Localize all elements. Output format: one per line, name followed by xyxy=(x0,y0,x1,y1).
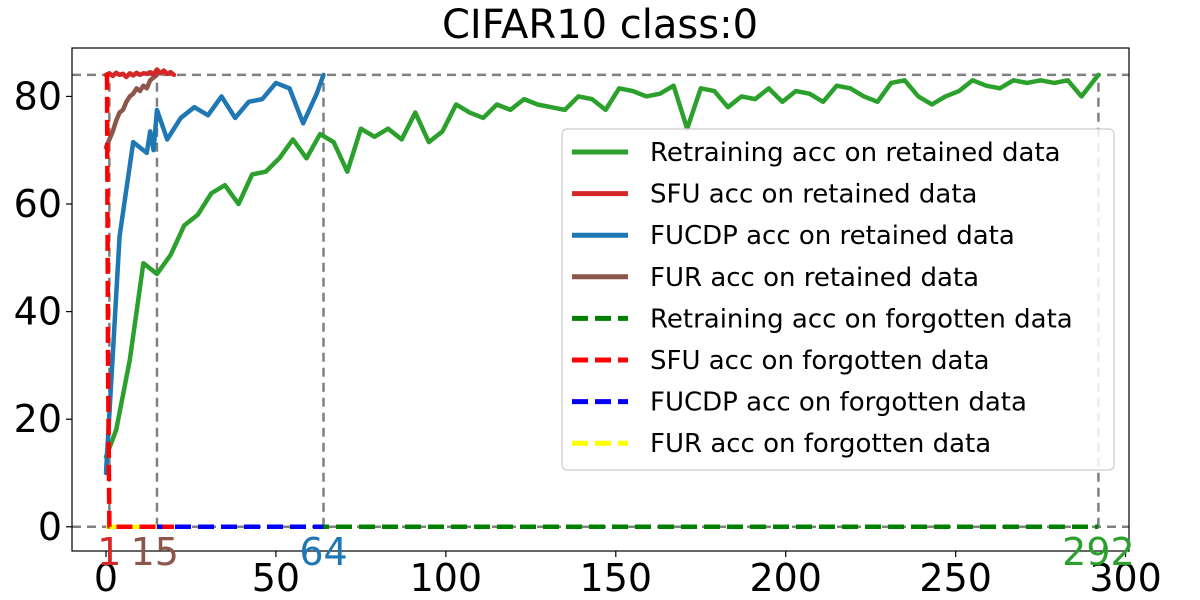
x-tick-label-6: 300 xyxy=(1089,556,1162,600)
series-line-1 xyxy=(103,67,177,80)
y-tick-label-3: 60 xyxy=(14,182,62,226)
x-tick-label-3: 150 xyxy=(580,556,653,600)
x-tick-label-5: 250 xyxy=(919,556,992,600)
legend-label-0: Retraining acc on retained data xyxy=(650,138,1061,168)
y-tick-label-1: 20 xyxy=(14,397,62,441)
axis-ticks: 0 50 100 150 200 250 300 0 20 40 60 80 xyxy=(14,74,1162,600)
legend-box xyxy=(561,128,1115,471)
series-line-3 xyxy=(103,72,160,150)
legend: Retraining acc on retained data SFU acc o… xyxy=(561,128,1115,471)
end-marker-label-3: 292 xyxy=(1062,530,1135,574)
x-tick-label-4: 200 xyxy=(749,556,822,600)
x-tick-label-1: 50 xyxy=(252,556,300,600)
legend-label-1: SFU acc on retained data xyxy=(650,180,977,210)
x-tick-label-0: 0 xyxy=(94,556,118,600)
series-line-5 xyxy=(104,72,174,530)
legend-label-4: Retraining acc on forgotten data xyxy=(650,304,1073,334)
legend-label-7: FUR acc on forgotten data xyxy=(650,429,991,459)
end-marker-label-1: 15 xyxy=(131,530,179,574)
chart-title: CIFAR10 class:0 xyxy=(442,2,758,48)
end-marker-label-0: 1 xyxy=(97,530,121,574)
legend-label-2: FUCDP acc on retained data xyxy=(650,221,1015,251)
x-tick-label-2: 100 xyxy=(410,556,483,600)
legend-label-5: SFU acc on forgotten data xyxy=(650,346,990,376)
end-markers: 1 15 64 292 xyxy=(97,530,1134,574)
series-line-0 xyxy=(103,72,1101,460)
end-marker-label-2: 64 xyxy=(299,530,347,574)
y-tick-label-2: 40 xyxy=(14,290,62,334)
plot-area xyxy=(72,67,1129,530)
y-tick-label-0: 0 xyxy=(38,505,62,549)
legend-label-6: FUCDP acc on forgotten data xyxy=(650,388,1027,418)
plot-frame xyxy=(71,47,1130,552)
series-line-2 xyxy=(103,72,326,476)
legend-label-3: FUR acc on retained data xyxy=(650,263,979,293)
y-tick-label-4: 80 xyxy=(14,74,62,118)
